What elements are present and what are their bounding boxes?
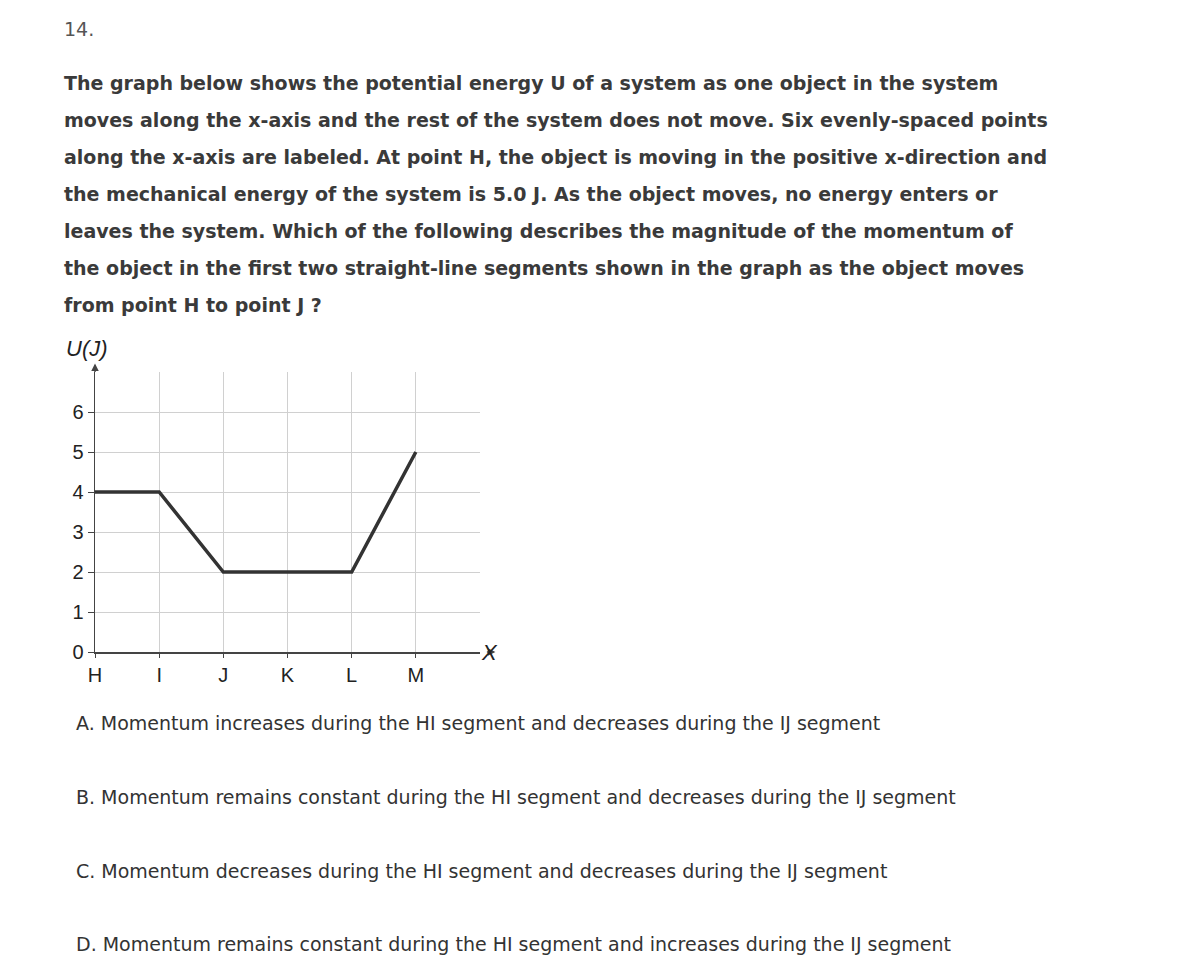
svg-text:5: 5 <box>72 441 83 463</box>
svg-text:M: M <box>407 664 424 686</box>
svg-text:3: 3 <box>72 521 83 543</box>
html-text:B. Momentum remains constant d: B. Momentum remains constant during the … <box>76 786 956 808</box>
html-text:X: X <box>482 640 497 665</box>
svg-text:0: 0 <box>72 641 83 663</box>
svg-text:6: 6 <box>72 401 83 423</box>
html-text:the mechanical energy of the s: the mechanical energy of the system is 5… <box>64 183 998 205</box>
html-text:moves along the x-axis and the: moves along the x-axis and the rest of t… <box>64 109 1048 131</box>
svg-text:I: I <box>156 664 162 686</box>
svg-text:4: 4 <box>72 481 83 503</box>
html-text:14.: 14. <box>64 18 95 40</box>
html-text:leaves the system. Which of th: leaves the system. Which of the followin… <box>64 220 1013 242</box>
svg-text:J: J <box>218 664 228 686</box>
svg-text:L: L <box>346 664 357 686</box>
html-text:D. Momentum remains constant d: D. Momentum remains constant during the … <box>76 933 951 955</box>
svg-text:1: 1 <box>72 601 83 623</box>
html-text:The graph below shows the pote: The graph below shows the potential ener… <box>64 72 999 94</box>
html-text:the object in the first two st: the object in the first two straight-lin… <box>64 257 1025 279</box>
html-text:from point H to point J ?: from point H to point J ? <box>64 294 322 316</box>
html-text:C. Momentum decreases during t: C. Momentum decreases during the HI segm… <box>76 860 888 882</box>
svg-text:H: H <box>88 664 102 686</box>
svg-text:2: 2 <box>72 561 83 583</box>
html-text:along the x-axis are labeled.: along the x-axis are labeled. At point H… <box>64 146 1047 168</box>
html-text:U(J): U(J) <box>66 336 108 361</box>
svg-text:K: K <box>281 664 295 686</box>
html-text:A. Momentum increases during t: A. Momentum increases during the HI segm… <box>76 712 881 734</box>
